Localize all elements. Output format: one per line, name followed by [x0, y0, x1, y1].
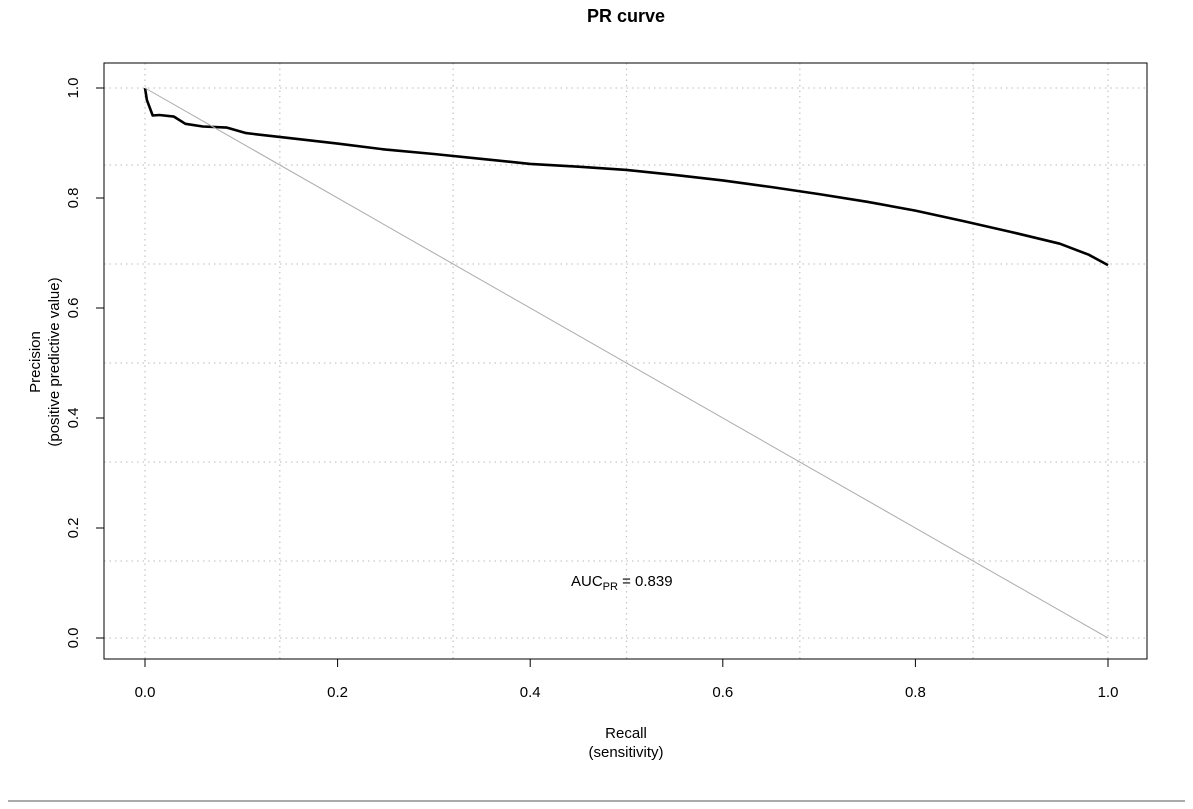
y-tick-label: 0.0	[65, 628, 82, 649]
diagonal-reference-line	[144, 87, 1109, 639]
y-tick-label: 0.6	[65, 298, 82, 319]
grid-lines	[104, 63, 1147, 659]
x-tick-label: 1.0	[1098, 684, 1119, 701]
x-tick-label: 0.8	[905, 684, 926, 701]
y-axis: 0.0 0.2 0.4 0.6 0.8 1.0	[65, 78, 105, 649]
series-lines	[143, 87, 1109, 639]
plot-box	[103, 62, 1148, 660]
x-axis-label-line1: Recall	[605, 725, 647, 742]
x-axis-label-line2: (sensitivity)	[588, 744, 663, 761]
y-tick-label: 1.0	[65, 78, 82, 99]
x-tick-label: 0.0	[135, 684, 156, 701]
auc-value: = 0.839	[618, 573, 673, 590]
pr-curve-line	[143, 87, 1109, 267]
auc-annotation: AUCPR = 0.839	[571, 573, 673, 593]
y-tick-label: 0.8	[65, 188, 82, 209]
y-axis-label-line2: (positive predictive value)	[46, 277, 63, 446]
chart-title: PR curve	[587, 6, 665, 26]
auc-subscript: PR	[603, 581, 618, 593]
x-axis: 0.0 0.2 0.4 0.6 0.8 1.0	[135, 658, 1119, 701]
auc-main: AUC	[571, 573, 603, 590]
x-tick-label: 0.4	[520, 684, 541, 701]
x-tick-label: 0.6	[712, 684, 733, 701]
y-axis-label-line1: Precision	[27, 331, 44, 393]
x-tick-label: 0.2	[327, 684, 348, 701]
y-tick-label: 0.4	[65, 408, 82, 429]
y-tick-label: 0.2	[65, 518, 82, 539]
